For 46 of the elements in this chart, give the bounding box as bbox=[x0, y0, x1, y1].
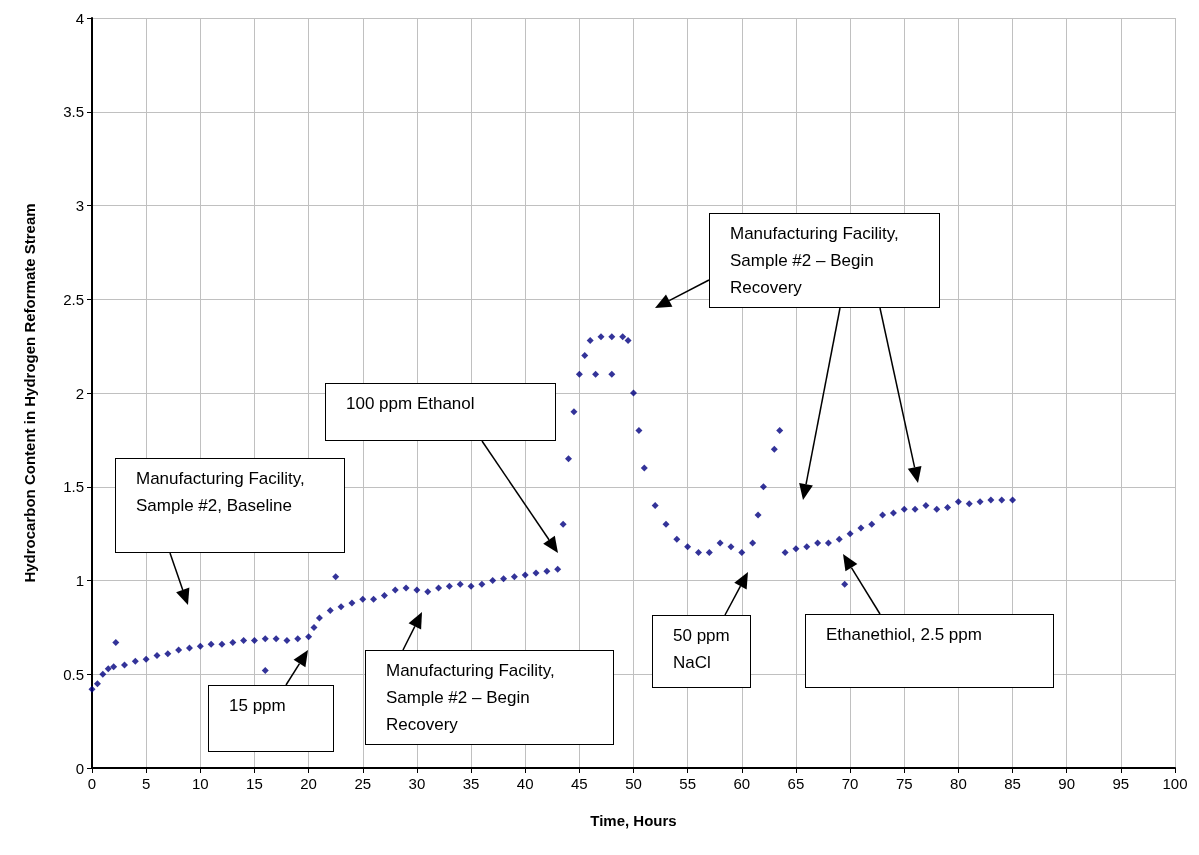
x-tick-label: 10 bbox=[191, 775, 209, 792]
y-axis-title: Hydrocarbon Content in Hydrogen Reformate Stream bbox=[21, 203, 38, 583]
x-tick-label: 55 bbox=[679, 775, 696, 792]
x-tick-label: 75 bbox=[895, 775, 913, 792]
annotation: 50 ppm NaCl bbox=[673, 626, 730, 672]
callout-box: 100 ppm Ethanol bbox=[325, 383, 556, 441]
x-tick-label: 0 bbox=[87, 775, 97, 792]
callout-box: Manufacturing Facility, Sample #2 – Begin Recovery bbox=[365, 650, 614, 745]
x-tick-label: 100 bbox=[1162, 775, 1188, 792]
annotation: 15 ppm bbox=[229, 696, 286, 715]
x-tick-label: 35 bbox=[462, 775, 480, 792]
callout-box: Manufacturing Facility, Sample #2 – Begin Recovery bbox=[709, 213, 940, 308]
x-tick-label: 60 bbox=[733, 775, 751, 792]
annotation: Manufacturing Facility, Sample #2 – Begin Recovery bbox=[386, 661, 555, 734]
x-tick-label: 95 bbox=[1112, 775, 1130, 792]
x-tick-label: 30 bbox=[408, 775, 426, 792]
x-tick-label: 25 bbox=[354, 775, 372, 792]
y-tick-label: 1 bbox=[75, 572, 84, 589]
y-tick-label: 1.5 bbox=[63, 478, 84, 496]
callout-box: 15 ppm bbox=[208, 685, 334, 752]
y-tick-label: 0 bbox=[75, 759, 84, 777]
y-tick-label: 2.5 bbox=[63, 290, 84, 308]
annotation: Ethanethiol, 2.5 ppm bbox=[826, 625, 982, 644]
x-tick-label: 20 bbox=[300, 775, 317, 792]
x-tick-label: 5 bbox=[141, 775, 151, 792]
annotation: Manufacturing Facility, Sample #2, Baseline bbox=[136, 469, 305, 515]
y-tick-label: 2 bbox=[75, 384, 84, 402]
y-tick-label: 3 bbox=[75, 197, 84, 214]
y-tick-label: 3.5 bbox=[63, 103, 84, 121]
x-tick-label: 80 bbox=[950, 775, 967, 792]
x-axis-title: Time, Hours bbox=[590, 812, 677, 829]
y-tick-label: 4 bbox=[75, 9, 84, 27]
x-tick-label: 65 bbox=[787, 775, 805, 792]
x-tick-label: 70 bbox=[841, 775, 859, 792]
x-tick-label: 50 bbox=[625, 775, 642, 792]
annotation: Manufacturing Facility, Sample #2 – Begin Recovery bbox=[730, 224, 899, 297]
callout-box: 50 ppm NaCl bbox=[652, 615, 751, 688]
annotation: 100 ppm Ethanol bbox=[346, 394, 475, 413]
callout-box: Ethanethiol, 2.5 ppm bbox=[805, 614, 1054, 688]
x-tick-label: 85 bbox=[1004, 775, 1021, 792]
y-tick-label: 0.5 bbox=[63, 665, 84, 683]
callout-box: Manufacturing Facility, Sample #2, Baseline bbox=[115, 458, 345, 553]
x-tick-label: 15 bbox=[246, 775, 263, 792]
x-tick-label: 90 bbox=[1058, 775, 1076, 792]
x-tick-label: 40 bbox=[516, 775, 534, 792]
x-tick-label: 45 bbox=[571, 775, 588, 792]
